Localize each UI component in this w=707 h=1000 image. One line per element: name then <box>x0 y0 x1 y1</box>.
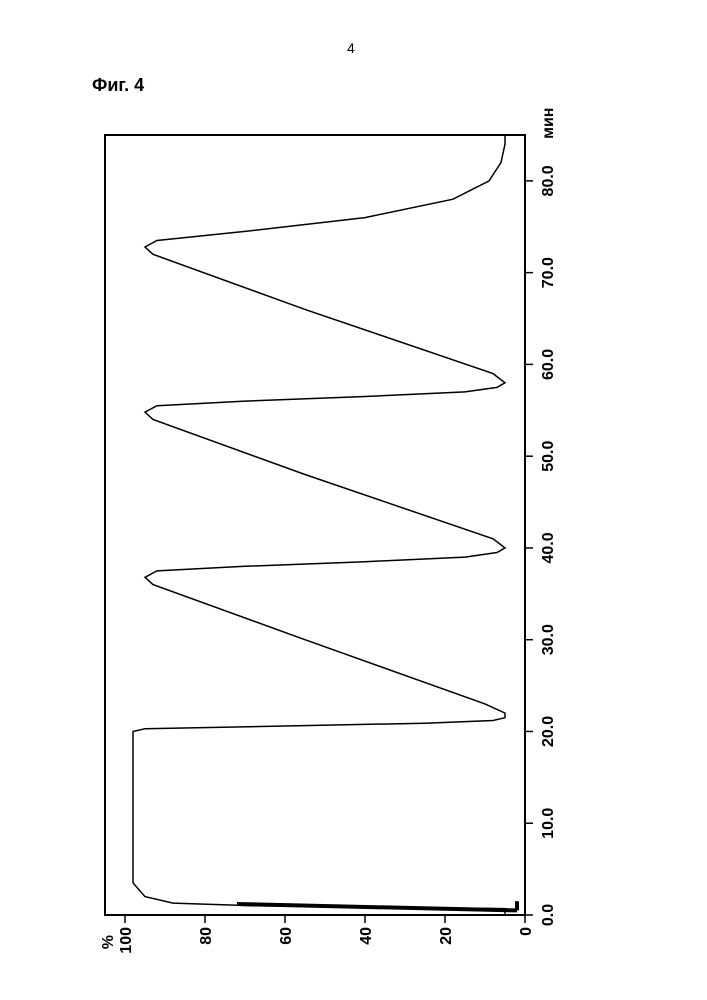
plot-border <box>105 135 525 915</box>
x-tick-label: 40.0 <box>540 532 557 563</box>
y-tick-label: 20 <box>438 927 455 945</box>
x-tick-label: 50.0 <box>540 441 557 472</box>
line-chart: 0.0 10.0 20.0 30.0 40.0 50.0 60.0 70.0 80.0 мин 0 2… <box>85 100 580 970</box>
y-tick-label: 80 <box>198 927 215 945</box>
y-axis-unit: % <box>100 935 117 949</box>
y-tick-label: 40 <box>358 927 375 945</box>
x-tick-label: 20.0 <box>540 716 557 747</box>
x-tick-label: 70.0 <box>540 257 557 288</box>
y-tick-label: 0 <box>518 927 535 936</box>
baseline-marker <box>237 904 517 910</box>
x-tick-label: 10.0 <box>540 808 557 839</box>
data-series <box>133 135 505 915</box>
y-tick-label: 60 <box>278 927 295 945</box>
chart-container: 0.0 10.0 20.0 30.0 40.0 50.0 60.0 70.0 80.0 мин 0 2… <box>85 100 585 970</box>
x-tick-label: 30.0 <box>540 624 557 655</box>
page-number: 4 <box>347 40 355 56</box>
figure-label: Фиг. 4 <box>92 75 144 96</box>
y-tick-label: 100 <box>118 927 135 954</box>
x-tick-label: 0.0 <box>540 904 557 926</box>
x-axis-unit: мин <box>540 108 557 139</box>
x-tick-label: 80.0 <box>540 165 557 196</box>
x-tick-label: 60.0 <box>540 349 557 380</box>
